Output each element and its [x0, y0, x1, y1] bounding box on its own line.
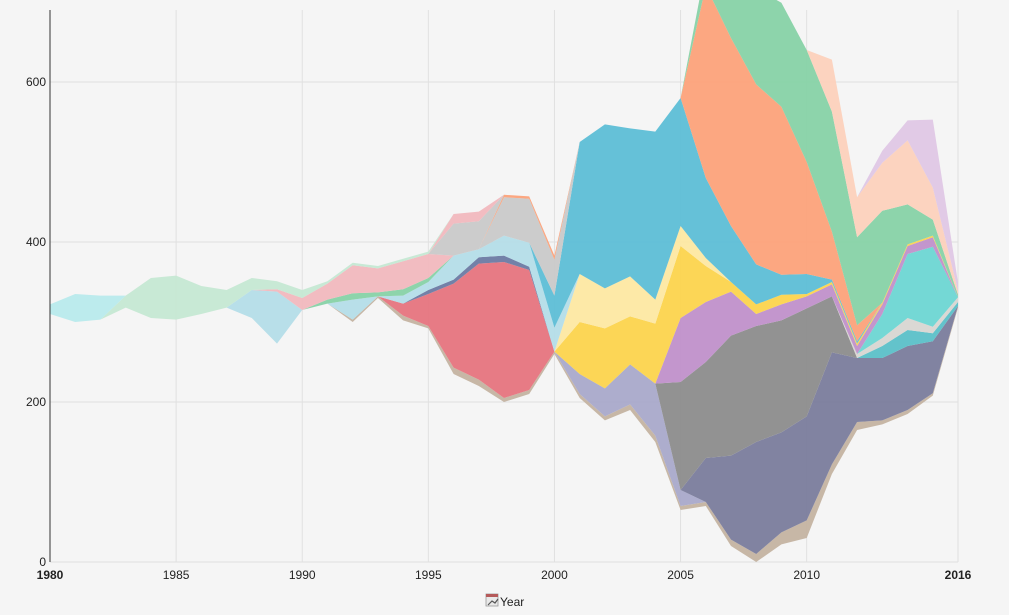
y-tick-label: 200 [26, 395, 46, 409]
streamgraph-chart: 1980 1985 1990 1995 2000 2005 2010 2016 0 200 400… [0, 0, 1009, 615]
x-tick-label: 2000 [541, 568, 568, 582]
chart-legend[interactable]: Year [486, 594, 524, 609]
y-tick-label: 0 [39, 555, 46, 569]
y-axis-ticks: 0 200 400 600 [26, 75, 46, 569]
chart-legend-icon [486, 594, 498, 606]
x-tick-label: 1985 [163, 568, 190, 582]
x-tick-label: 1995 [415, 568, 442, 582]
x-tick-label: 1980 [37, 568, 64, 582]
x-tick-label: 2005 [667, 568, 694, 582]
x-tick-label: 1990 [289, 568, 316, 582]
chart-svg: 1980 1985 1990 1995 2000 2005 2010 2016 0 200 400… [0, 0, 1009, 615]
x-tick-label: 2016 [945, 568, 972, 582]
x-tick-label: 2010 [793, 568, 820, 582]
stream-areas [50, 0, 958, 562]
legend-label: Year [500, 595, 524, 609]
y-tick-label: 600 [26, 75, 46, 89]
y-tick-label: 400 [26, 235, 46, 249]
x-axis-ticks: 1980 1985 1990 1995 2000 2005 2010 2016 [37, 568, 972, 582]
